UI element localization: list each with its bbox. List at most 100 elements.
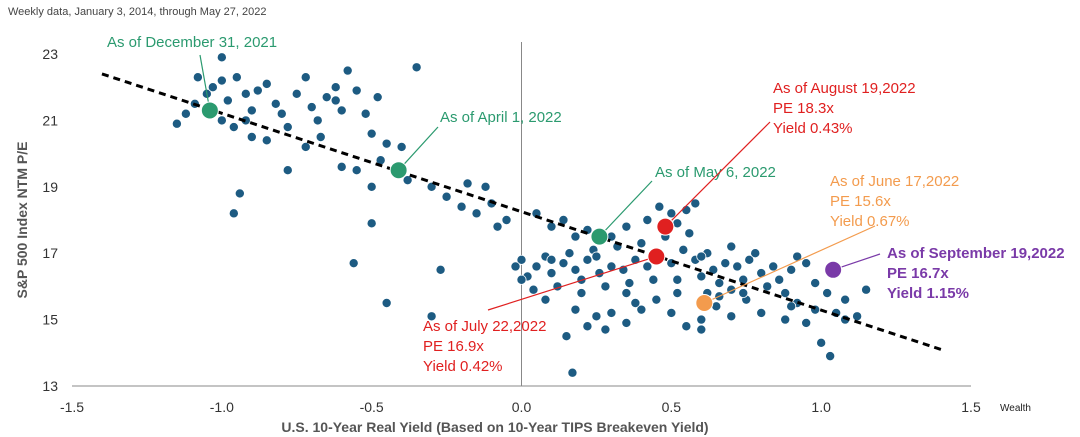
data-point [810, 278, 821, 289]
data-point [366, 181, 377, 192]
data-point [228, 208, 239, 219]
y-tick-label: 19 [42, 179, 58, 195]
data-point [180, 108, 191, 119]
data-point [546, 254, 557, 265]
data-point [261, 78, 272, 89]
data-point [456, 201, 467, 212]
x-tick-label: -1.5 [60, 399, 84, 415]
callout-leader [199, 54, 211, 111]
data-point [222, 95, 233, 106]
callout-leader [664, 121, 771, 228]
data-point [780, 288, 791, 299]
highlight-point [695, 294, 714, 312]
data-point [570, 304, 581, 315]
highlight-label: Yield 0.42% [423, 358, 503, 375]
data-point [336, 161, 347, 172]
data-point [567, 367, 578, 378]
data-point [516, 274, 527, 285]
highlight-label: Yield 0.67% [830, 213, 910, 230]
data-point [351, 165, 362, 176]
data-point [576, 288, 587, 299]
data-point [624, 278, 635, 289]
data-point [696, 271, 707, 282]
data-point [780, 314, 791, 325]
data-point [636, 304, 647, 315]
x-tick-label: 0.5 [662, 399, 682, 415]
data-point [336, 105, 347, 116]
data-point [246, 105, 257, 116]
data-point [276, 108, 287, 119]
y-tick-label: 15 [42, 312, 58, 328]
data-point [696, 251, 707, 262]
data-point [348, 258, 359, 269]
data-point [816, 337, 827, 348]
callout-leader [704, 225, 876, 304]
data-point [306, 102, 317, 113]
data-point [321, 92, 332, 103]
highlight-label: As of April 1, 2022 [440, 109, 562, 126]
highlight-label: As of June 17,2022 [830, 173, 959, 190]
data-point [372, 92, 383, 103]
data-point [330, 95, 341, 106]
data-point [672, 288, 683, 299]
callout-leader [598, 180, 653, 238]
data-point [270, 98, 281, 109]
data-point [516, 254, 527, 265]
data-point [312, 115, 323, 126]
data-point [471, 208, 482, 219]
x-tick-label: 0.0 [512, 399, 532, 415]
data-point [546, 268, 557, 279]
data-point [636, 238, 647, 249]
data-point [315, 131, 326, 142]
data-point [786, 264, 797, 275]
data-point [192, 72, 203, 83]
callout-leader [487, 255, 657, 311]
data-point [696, 324, 707, 335]
data-point [558, 258, 569, 269]
data-point [234, 188, 245, 199]
data-point [231, 72, 242, 83]
data-point [621, 317, 632, 328]
data-point [570, 231, 581, 242]
highlight-point [656, 217, 675, 236]
data-point [591, 251, 602, 262]
data-point [330, 82, 341, 93]
data-point [621, 221, 632, 232]
data-point [630, 297, 641, 308]
x-tick-label: 1.0 [811, 399, 831, 415]
data-point [714, 278, 725, 289]
highlight-label: PE 16.9x [423, 338, 484, 355]
data-point [501, 214, 512, 225]
data-point [654, 201, 665, 212]
data-point [207, 82, 218, 93]
highlight-point [389, 161, 408, 180]
data-point [366, 218, 377, 229]
data-point [570, 264, 581, 275]
data-point [678, 244, 689, 255]
data-point [681, 321, 692, 332]
data-point [261, 135, 272, 146]
data-point [720, 258, 731, 269]
highlight-label: PE 18.3x [773, 100, 834, 117]
data-point [282, 122, 293, 133]
x-tick-label: -1.0 [210, 399, 234, 415]
data-point [510, 261, 521, 272]
data-point [642, 214, 653, 225]
data-point [684, 228, 695, 239]
highlight-label: As of May 6, 2022 [655, 164, 776, 181]
data-point [768, 261, 779, 272]
data-point [300, 72, 311, 83]
data-point [681, 205, 692, 216]
highlight-label: Yield 0.43% [773, 120, 853, 137]
data-point [561, 331, 572, 342]
highlight-point [590, 227, 609, 246]
data-point [651, 294, 662, 305]
data-point [252, 85, 263, 96]
data-point [228, 122, 239, 133]
data-point [441, 191, 452, 202]
highlight-point [200, 101, 219, 120]
x-tick-label: -0.5 [360, 399, 384, 415]
x-tick-label: 1.5 [961, 399, 981, 415]
data-point [216, 52, 227, 63]
